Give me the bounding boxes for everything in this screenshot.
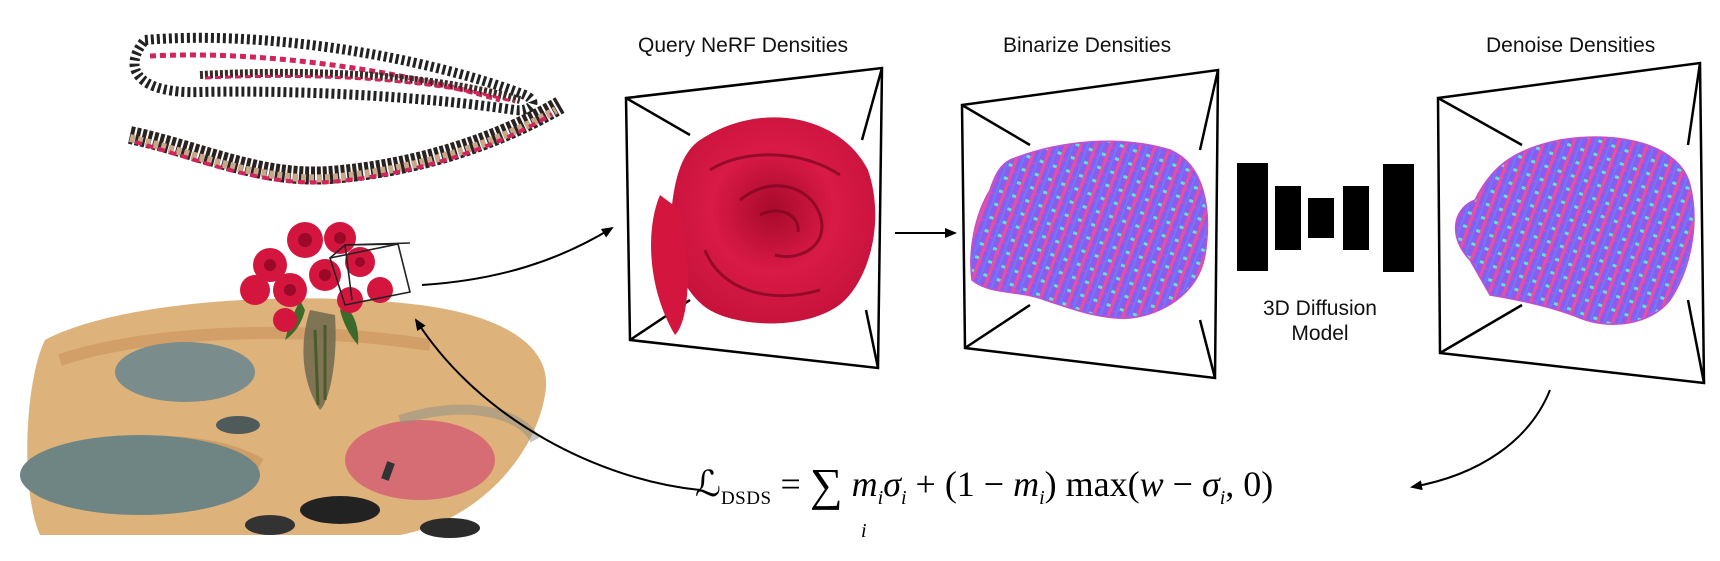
formula-tail: , 0) — [1225, 464, 1274, 504]
diffusion-model-label: 3D Diffusion Model — [1240, 296, 1400, 346]
term-m2-sub: i — [1039, 487, 1045, 509]
max-part: ) max( — [1044, 464, 1140, 504]
term-sigma: σ — [883, 464, 901, 504]
term-sigma2-sub: i — [1219, 487, 1226, 509]
equals-sign: = — [771, 464, 810, 504]
diffusion-model-line2: Model — [1291, 322, 1349, 345]
query-density-volume — [624, 66, 884, 370]
query-stage-label: Query NeRF Densities — [638, 34, 849, 57]
rose-density-blob — [671, 117, 876, 324]
arrow-scene-to-query — [421, 226, 614, 286]
rose-vase-scene-icon — [20, 222, 547, 538]
term-sigma2: σ — [1201, 464, 1220, 504]
sum-symbol: ∑ — [809, 459, 843, 510]
camera-frustum-ring-icon — [128, 32, 565, 185]
unet-bars-icon — [1237, 163, 1414, 272]
binarize-stage-label: Binarize Densities — [1003, 34, 1172, 57]
term-m: m — [851, 464, 878, 504]
loss-symbol: ℒ — [695, 464, 721, 504]
arrow-loss-to-scene — [414, 318, 701, 491]
term-w: w — [1139, 464, 1164, 504]
denoised-voxel-volume — [1436, 61, 1706, 385]
minus-sign: − — [1163, 464, 1202, 504]
term-m-sub: i — [877, 487, 884, 509]
sum-index: i — [861, 520, 867, 542]
loss-subscript: DSDS — [720, 488, 772, 509]
dsds-loss-formula: ℒDSDS = ∑ i miσi + (1 − mi) max(w − σi, 0… — [695, 458, 1274, 542]
denoise-stage-label: Denoise Densities — [1486, 34, 1656, 57]
binarized-voxel-volume — [960, 68, 1220, 380]
term-m2: m — [1013, 464, 1040, 504]
term-sigma-sub: i — [900, 487, 907, 509]
arrow-denoise-to-loss — [1410, 389, 1551, 491]
voxel-rose-binarized — [970, 141, 1208, 319]
plus-part: + (1 − — [906, 464, 1014, 504]
voxel-rose-denoised — [1455, 137, 1694, 325]
diffusion-model-line1: 3D Diffusion — [1262, 297, 1377, 320]
